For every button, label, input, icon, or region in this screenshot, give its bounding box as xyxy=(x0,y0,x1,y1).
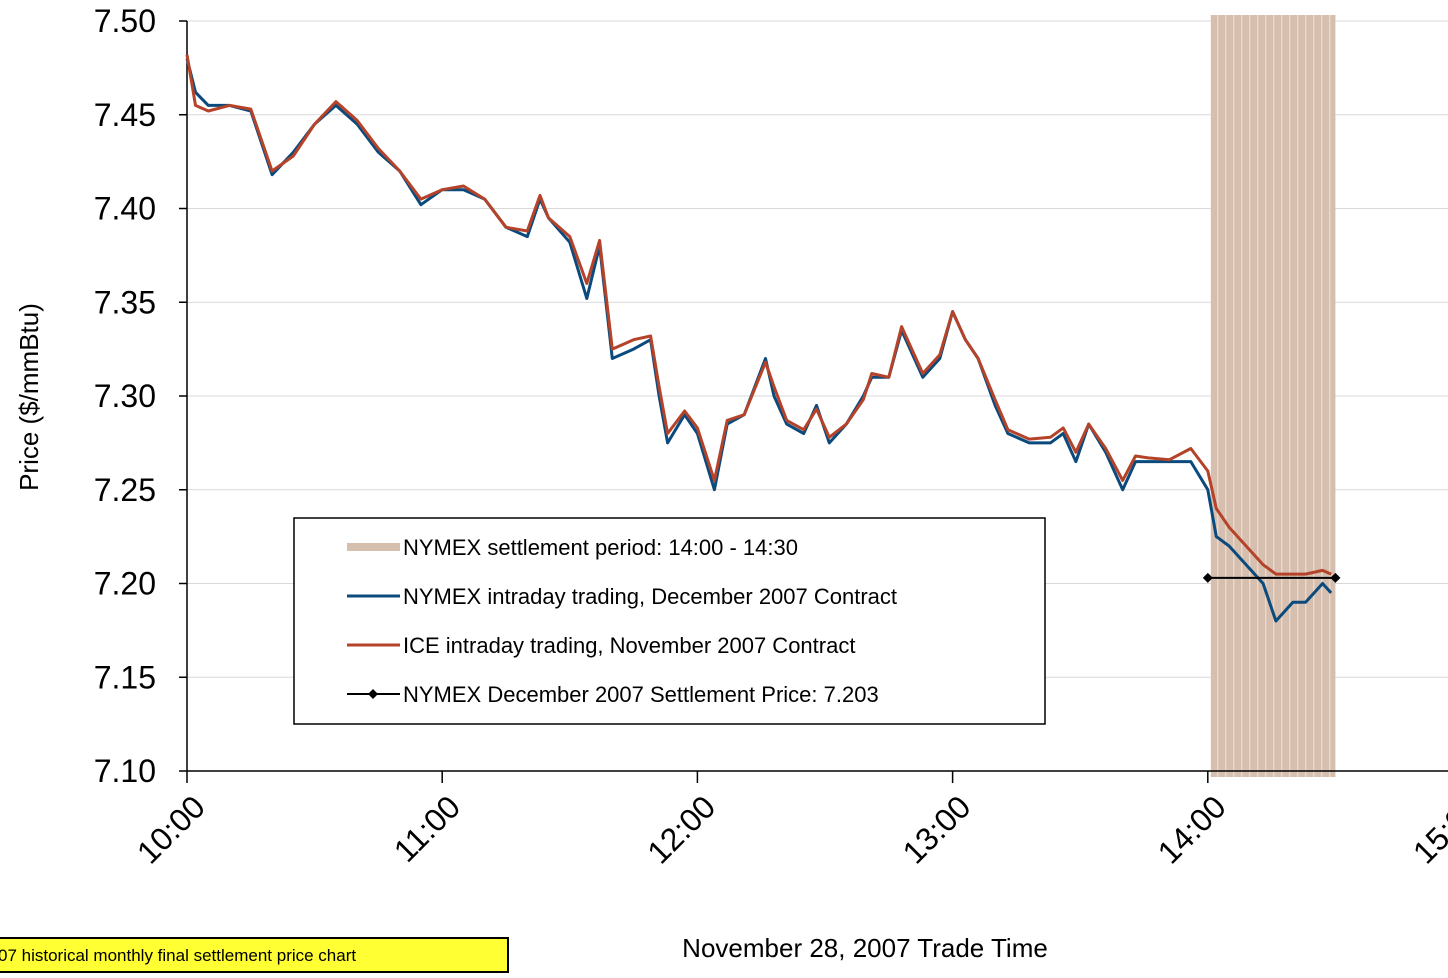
legend: NYMEX settlement period: 14:00 - 14:30 NY… xyxy=(293,517,1046,725)
settlement-marker xyxy=(1330,572,1341,583)
note-box xyxy=(0,937,509,973)
x-tick-label: 15:00 xyxy=(1406,788,1448,870)
legend-box xyxy=(293,517,1046,725)
x-tick-label: 11:00 xyxy=(387,788,467,868)
legend-label: NYMEX settlement period: 14:00 - 14:30 xyxy=(403,535,798,560)
y-tick-label: 7.35 xyxy=(94,284,156,320)
legend-label: NYMEX intraday trading, December 2007 Co… xyxy=(403,584,897,609)
x-tick-label: 10:00 xyxy=(130,788,212,870)
y-axis-title: Price ($/mmBtu) xyxy=(14,303,44,491)
settlement-marker xyxy=(1202,572,1213,583)
series-line xyxy=(185,58,1333,623)
legend-label: ICE intraday trading, November 2007 Cont… xyxy=(403,633,855,658)
y-tick-label: 7.20 xyxy=(94,566,156,602)
settlement-period-stripes xyxy=(1217,15,1331,777)
settlement-period xyxy=(1210,15,1336,777)
note: 07 historical monthly final settlement p… xyxy=(0,946,356,965)
y-tick-label: 7.15 xyxy=(94,659,156,695)
y-tick-label: 7.10 xyxy=(94,753,156,789)
y-tick-label: 7.25 xyxy=(94,472,156,508)
legend-marker xyxy=(368,689,378,699)
x-tick-label: 14:00 xyxy=(1151,788,1233,870)
y-tick-label: 7.50 xyxy=(94,3,156,39)
x-tick-label: 12:00 xyxy=(640,788,722,870)
y-tick-label: 7.45 xyxy=(94,97,156,133)
y-tick-label: 7.30 xyxy=(94,378,156,414)
legend-label: NYMEX December 2007 Settlement Price: 7.… xyxy=(403,682,879,707)
x-axis-title: November 28, 2007 Trade Time xyxy=(682,933,1048,963)
y-tick-label: 7.40 xyxy=(94,191,156,227)
series-line xyxy=(185,54,1332,576)
x-tick-label: 13:00 xyxy=(895,788,977,870)
